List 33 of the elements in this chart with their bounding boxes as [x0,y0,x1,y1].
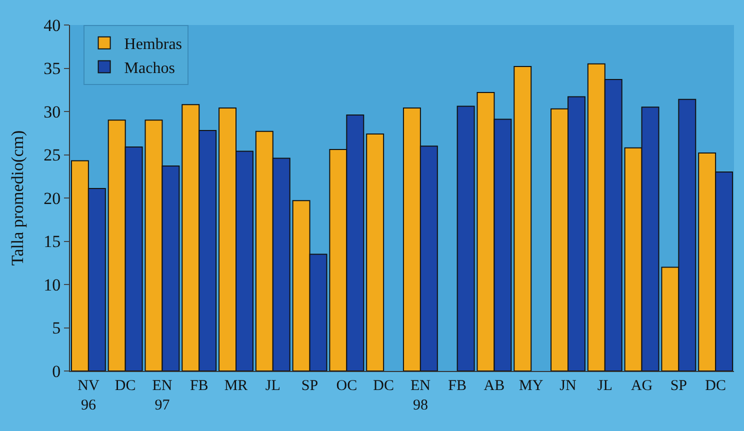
bar [456,106,475,371]
bar [366,133,384,371]
x-tick-label: NV 96 [78,378,100,414]
x-tick-label: EN 97 [152,378,172,414]
y-tick-label: 25 [44,146,61,165]
x-tick-label: OC [336,378,358,394]
x-tick-label: FB [190,378,208,394]
y-tick-label: 15 [44,232,61,252]
x-tick-label: MR [224,378,248,394]
y-tick-label: 30 [44,102,61,122]
x-tick-label: JL [265,378,280,394]
x-tick-label: JL [597,378,612,394]
y-axis-title: Talla promedio(cm) [8,130,28,266]
y-tick-label: 10 [44,275,61,294]
x-tick-label: DC [373,378,394,394]
y-tick-label: 20 [44,188,61,208]
x-tick-label: JN [560,378,576,394]
x-tick-label: EN 98 [410,378,431,414]
x-tick-label: SP [301,378,318,394]
x-tick-label: DC [114,378,136,394]
x-tick-label: MY [519,378,544,394]
x-tick-label: SP [670,378,688,394]
legend-label: Machos [124,60,175,77]
x-tick-label: DC [705,378,726,394]
x-tick-label: FB [448,378,467,394]
legend-label: Hembras [124,36,182,54]
x-tick-label: AB [484,378,505,394]
y-tick-label: 0 [52,362,61,381]
y-tick-label: 35 [44,59,61,78]
bar [514,66,532,371]
x-tick-label: AG [630,378,653,394]
y-tick-label: 5 [52,318,61,338]
y-tick-label: 40 [44,16,61,35]
